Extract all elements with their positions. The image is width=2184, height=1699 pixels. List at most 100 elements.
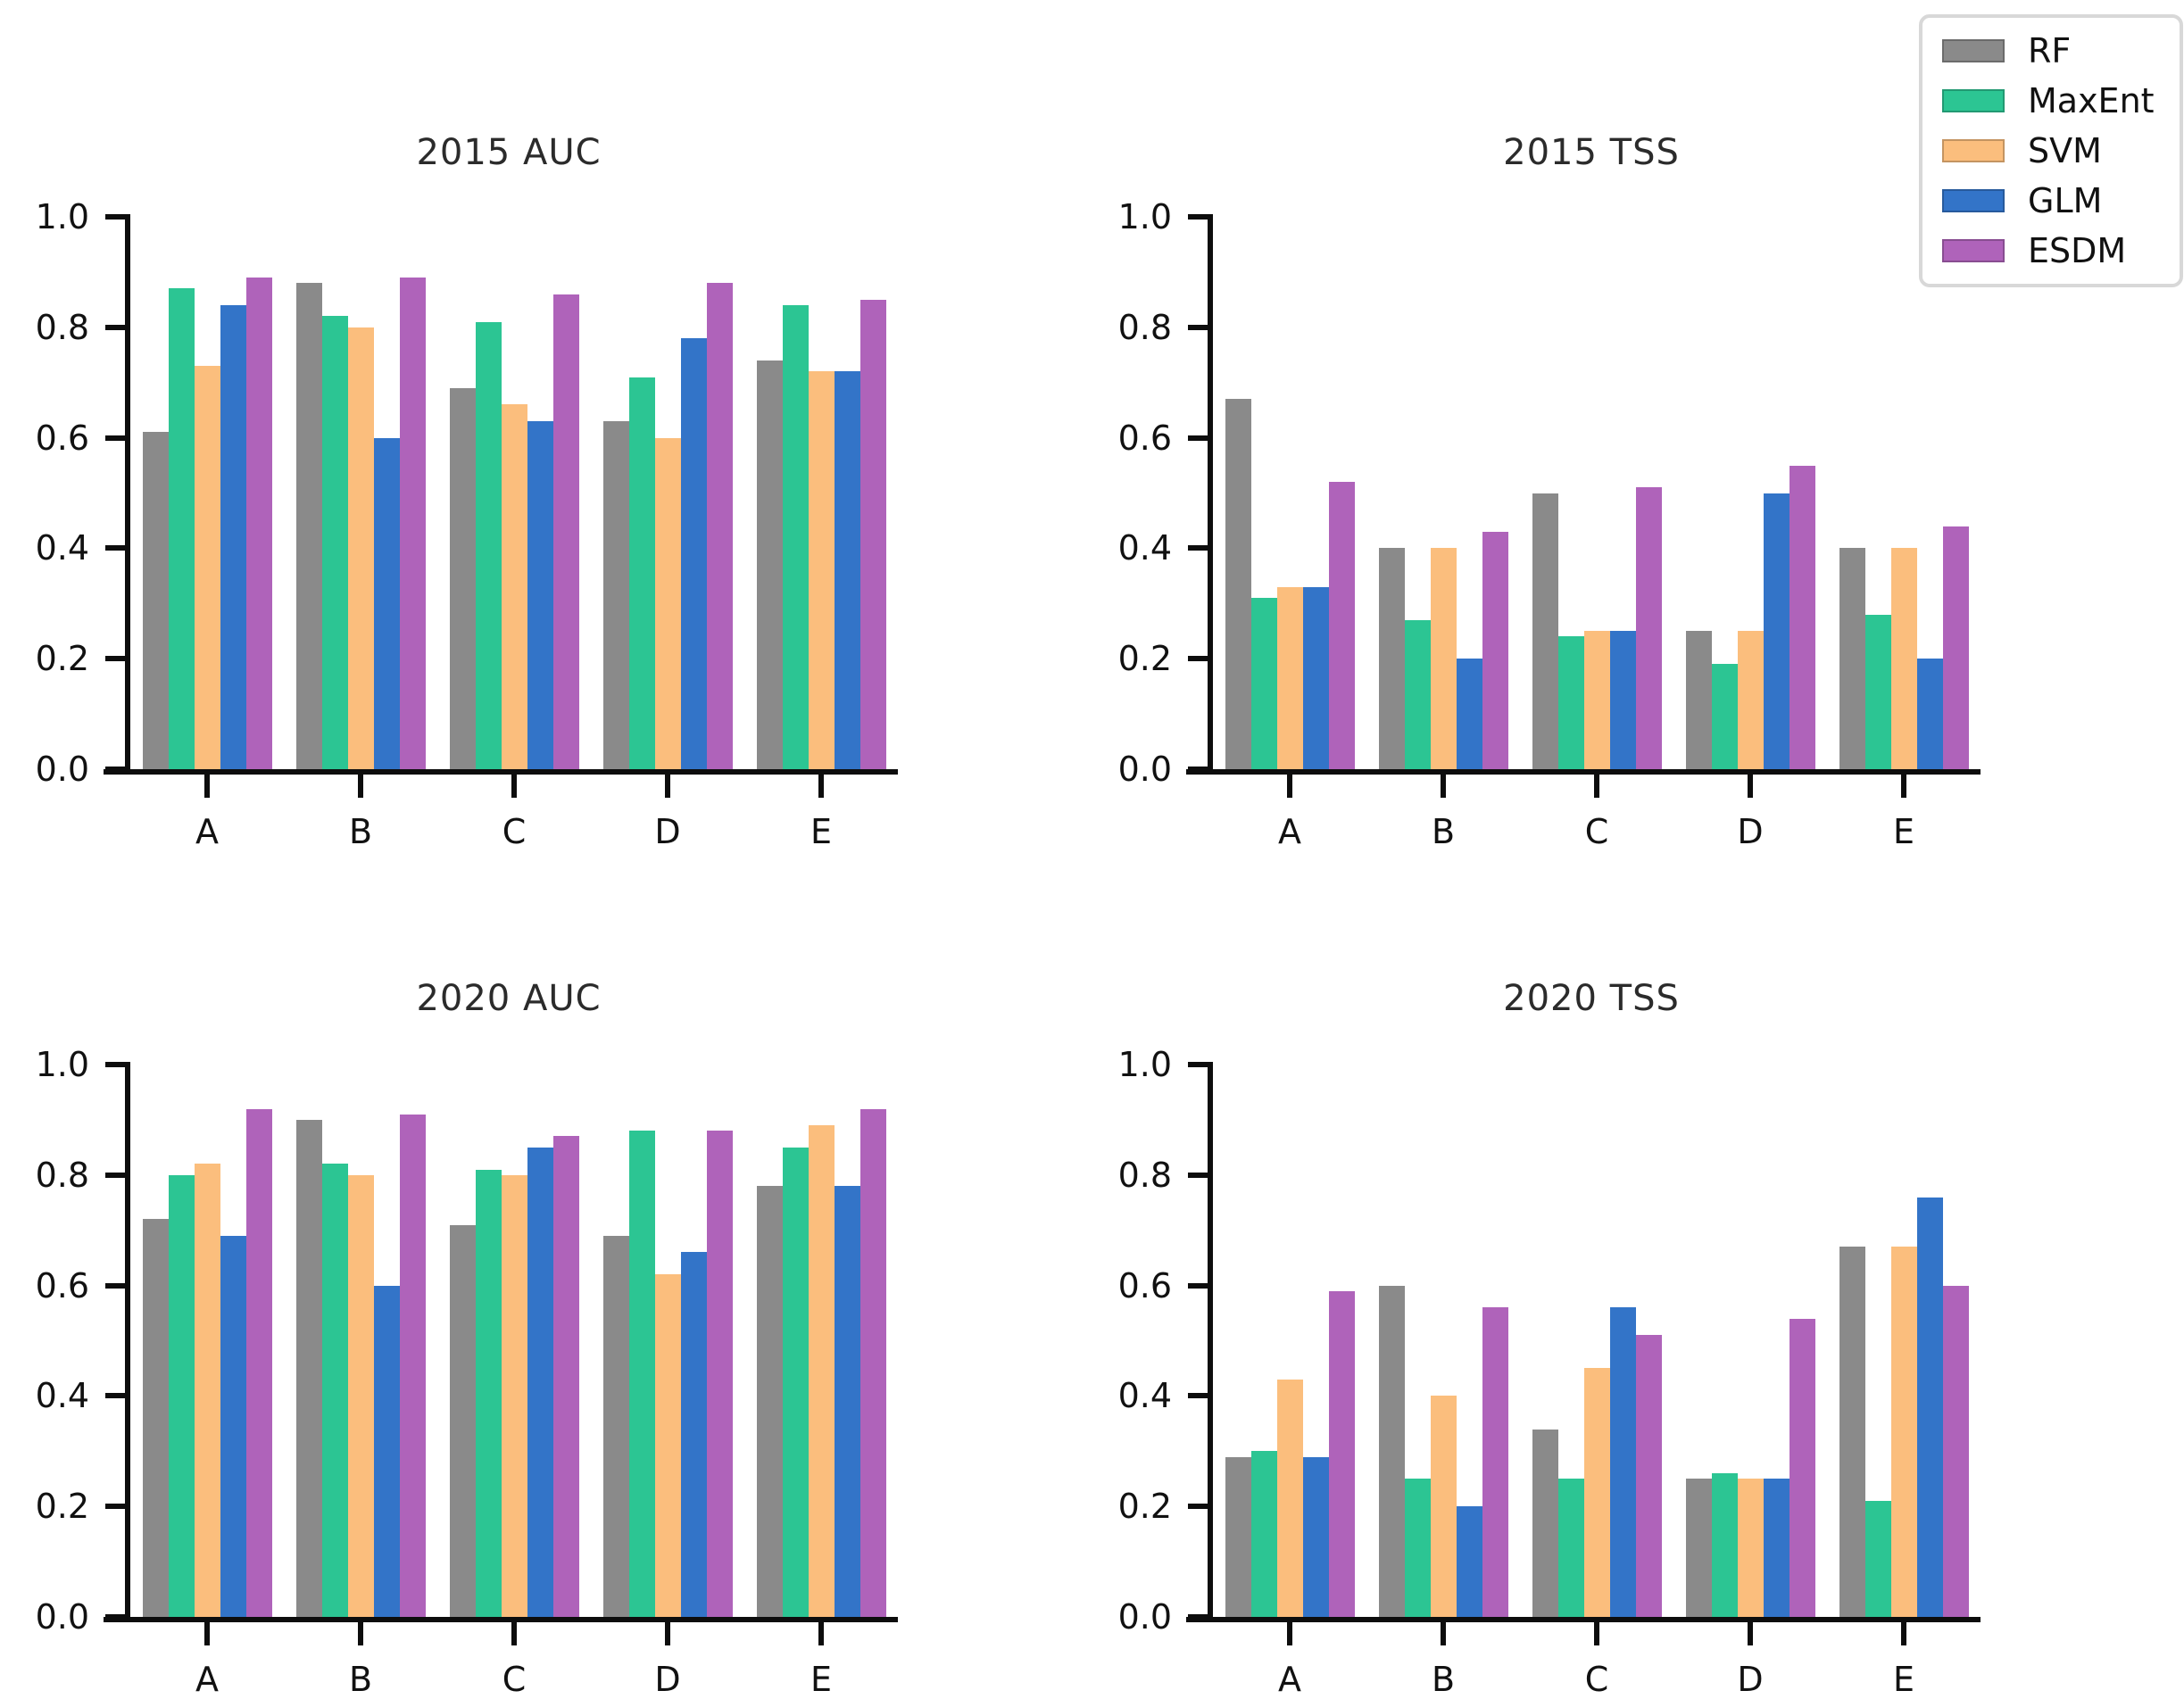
y-axis-tick [1188, 1504, 1213, 1510]
bar-svm-D [1737, 1479, 1764, 1617]
x-axis-tick [358, 1617, 363, 1645]
x-axis-tick [1748, 769, 1753, 798]
y-axis-tick-label: 0.8 [1117, 1155, 1172, 1195]
x-axis-tick [665, 1617, 670, 1645]
bar-esdm-E [1942, 1285, 1969, 1617]
bar-glm-B [1456, 659, 1482, 769]
y-axis-tick-label: 0.8 [1117, 307, 1172, 347]
x-axis-tick [511, 769, 517, 798]
bar-cluster-B [1366, 1065, 1520, 1617]
legend-swatch-glm [1942, 189, 2005, 212]
bar-esdm-D [706, 283, 733, 769]
bar-esdm-E [1942, 526, 1969, 769]
legend-item-svm: SVM [1942, 131, 2160, 170]
bar-rf-A [142, 1219, 169, 1617]
bar-glm-D [1763, 1479, 1790, 1617]
panel-title-2020-auc: 2020 AUC [416, 978, 602, 1019]
y-axis-tick-label: 0.4 [1117, 528, 1172, 568]
bar-maxent-C [1557, 636, 1584, 769]
bar-maxent-D [1711, 1473, 1738, 1617]
bar-svm-E [1890, 548, 1917, 769]
legend-label-rf: RF [2028, 31, 2072, 70]
y-axis-tick [1188, 1172, 1213, 1178]
bar-svm-A [1276, 1379, 1303, 1617]
x-axis-tick [1287, 769, 1292, 798]
bar-glm-A [1302, 586, 1329, 769]
y-axis-tick-label: 1.0 [35, 1045, 89, 1084]
bar-svm-A [1276, 586, 1303, 769]
bar-cluster-D [591, 217, 744, 769]
x-axis-tick-label-D: D [1737, 812, 1764, 851]
y-axis-tick-label: 0.6 [35, 418, 89, 458]
bar-glm-D [680, 338, 707, 769]
bar-glm-E [1916, 1197, 1943, 1617]
bar-esdm-E [859, 1108, 886, 1617]
x-axis-tick-label-D: D [654, 1660, 681, 1699]
bar-esdm-C [552, 294, 579, 769]
x-axis-tick-label-A: A [195, 1660, 219, 1699]
x-axis-tick [204, 1617, 210, 1645]
x-axis-tick [1901, 769, 1906, 798]
x-axis-tick [1901, 1617, 1906, 1645]
legend-swatch-rf [1942, 39, 2005, 62]
bar-esdm-A [245, 278, 272, 769]
bar-svm-B [1430, 1396, 1457, 1617]
x-axis-tick [1287, 1617, 1292, 1645]
y-axis-tick [1188, 214, 1213, 220]
y-axis-tick [105, 545, 130, 551]
bar-cluster-C [1520, 217, 1673, 769]
y-axis-tick [105, 435, 130, 441]
y-axis-tick-label: 0.2 [1117, 639, 1172, 679]
bar-cluster-B [284, 1065, 437, 1617]
bar-glm-B [373, 1285, 400, 1617]
bar-svm-D [654, 437, 681, 769]
y-axis-tick [1188, 656, 1213, 662]
bar-svm-E [808, 1125, 835, 1617]
bar-maxent-A [1250, 1451, 1277, 1617]
bar-esdm-A [1328, 482, 1355, 769]
bar-svm-D [1737, 631, 1764, 769]
x-axis-tick [818, 769, 824, 798]
legend-item-maxent: MaxEnt [1942, 81, 2160, 120]
x-axis-tick-label-B: B [1431, 1660, 1456, 1699]
bar-maxent-A [1250, 598, 1277, 769]
legend-item-esdm: ESDM [1942, 231, 2160, 270]
y-axis-tick-label: 0.2 [1117, 1487, 1172, 1527]
bar-glm-A [220, 1235, 246, 1617]
bar-rf-D [602, 421, 629, 769]
y-axis-tick [105, 767, 130, 772]
bar-maxent-B [1404, 1479, 1431, 1617]
bar-rf-B [1378, 1285, 1405, 1617]
bar-rf-A [1225, 1456, 1251, 1617]
bar-maxent-D [628, 377, 655, 769]
bar-esdm-C [1635, 487, 1662, 769]
bar-maxent-B [321, 316, 348, 769]
y-axis-tick-label: 0.6 [1117, 418, 1172, 458]
bar-cluster-A [1213, 217, 1366, 769]
bar-cluster-E [1827, 1065, 1981, 1617]
bar-svm-C [501, 404, 527, 769]
bar-svm-C [1583, 631, 1610, 769]
bar-rf-C [1532, 1429, 1558, 1617]
bar-cluster-D [1673, 217, 1827, 769]
bar-maxent-D [628, 1131, 655, 1617]
bar-cluster-E [744, 217, 898, 769]
bar-maxent-E [782, 1147, 809, 1617]
y-axis-tick-label: 0.8 [35, 307, 89, 347]
bar-glm-C [527, 1147, 553, 1617]
y-axis-tick [1188, 767, 1213, 772]
x-axis-tick-label-C: C [1584, 812, 1609, 851]
y-axis-tick [1188, 1614, 1213, 1620]
y-axis-tick-label: 0.4 [1117, 1376, 1172, 1416]
y-axis-tick [105, 1614, 130, 1620]
panel-title-2020-tss: 2020 TSS [1503, 978, 1680, 1019]
bar-rf-D [1685, 1479, 1712, 1617]
y-axis-tick-label: 0.2 [35, 639, 89, 679]
bar-glm-A [220, 305, 246, 769]
bar-maxent-D [1711, 664, 1738, 769]
x-axis-tick-label-D: D [654, 812, 681, 851]
x-axis-tick [1748, 1617, 1753, 1645]
bar-svm-E [808, 371, 835, 769]
bar-glm-E [1916, 659, 1943, 769]
bar-cluster-A [1213, 1065, 1366, 1617]
